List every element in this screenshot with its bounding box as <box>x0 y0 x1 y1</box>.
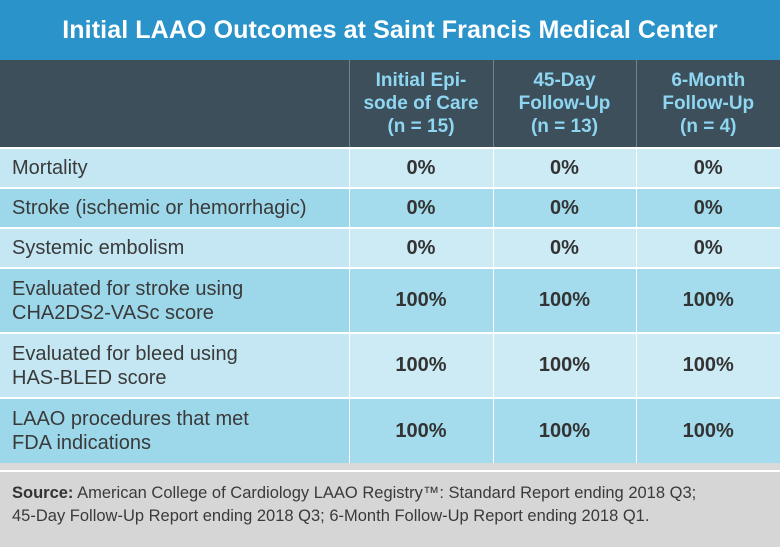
value-cell: 0% <box>635 227 780 268</box>
source-note: Source: American College of Cardiology L… <box>0 472 780 547</box>
value-cell: 0% <box>492 227 636 268</box>
value-cell: 0% <box>635 147 780 188</box>
source-text: American College of Cardiology LAAO Regi… <box>77 484 697 502</box>
source-line-1: Source: American College of Cardiology L… <box>12 482 768 505</box>
value-cell: 0% <box>492 187 636 228</box>
column-header-line: 45-Day <box>533 70 596 91</box>
value-cell: 0% <box>492 147 636 188</box>
column-header-n: (n = 13) <box>530 116 599 137</box>
column-header-n: (n = 4) <box>680 116 737 137</box>
row-label-line: Evaluated for stroke using <box>12 277 244 300</box>
table-row-fda-indications: LAAO procedures that met FDA indications… <box>0 397 780 463</box>
row-label: LAAO procedures that met FDA indications <box>0 397 349 463</box>
header-blank-cell <box>0 60 349 148</box>
column-header-45-day: 45-Day Follow-Up (n = 13) <box>492 60 636 148</box>
row-label-line: FDA indications <box>12 432 151 454</box>
row-label-line: HAS-BLED score <box>12 366 167 389</box>
column-header-line: 6-Month <box>671 70 746 91</box>
table-row-bleed-evaluation: Evaluated for bleed using HAS-BLED score… <box>0 332 780 398</box>
value-cell: 100% <box>492 332 636 398</box>
value-cell: 0% <box>348 227 493 268</box>
value-cell: 0% <box>348 187 493 228</box>
table-title: Initial LAAO Outcomes at Saint Francis M… <box>0 0 780 60</box>
row-label: Stroke (ischemic or hemorrhagic) <box>0 187 349 228</box>
column-header-line: sode of Care <box>363 93 479 114</box>
column-header-initial-episode: Initial Epi- sode of Care (n = 15) <box>348 60 493 148</box>
row-label-line: LAAO procedures that met <box>12 408 249 430</box>
footer-divider <box>0 470 780 472</box>
column-header-line: Initial Epi- <box>375 70 467 91</box>
value-cell: 0% <box>348 147 493 188</box>
table-row-stroke-evaluation: Evaluated for stroke using CHA2DS2-VASc … <box>0 267 780 333</box>
column-header-6-month: 6-Month Follow-Up (n = 4) <box>635 60 780 148</box>
value-cell: 0% <box>635 187 780 228</box>
row-label: Evaluated for bleed using HAS-BLED score <box>0 332 349 398</box>
row-label-line: Evaluated for bleed using <box>12 342 238 365</box>
value-cell: 100% <box>635 332 780 398</box>
column-header-n: (n = 15) <box>387 116 455 137</box>
value-cell: 100% <box>492 267 636 333</box>
value-cell: 100% <box>348 397 493 463</box>
column-header-line: Follow-Up <box>518 93 611 114</box>
table-row-stroke: Stroke (ischemic or hemorrhagic) 0% 0% 0… <box>0 187 780 228</box>
row-label-line: CHA2DS2-VASc score <box>12 301 214 324</box>
value-cell: 100% <box>635 397 780 463</box>
row-label: Mortality <box>0 147 349 188</box>
value-cell: 100% <box>348 267 493 333</box>
value-cell: 100% <box>492 397 636 463</box>
value-cell: 100% <box>635 267 780 333</box>
row-label: Evaluated for stroke using CHA2DS2-VASc … <box>0 267 349 333</box>
row-label: Systemic embolism <box>0 227 349 268</box>
table-row-mortality: Mortality 0% 0% 0% <box>0 147 780 188</box>
header-row: Initial Epi- sode of Care (n = 15) 45-Da… <box>0 60 780 148</box>
value-cell: 100% <box>348 332 493 398</box>
table-row-systemic-embolism: Systemic embolism 0% 0% 0% <box>0 227 780 268</box>
column-header-line: Follow-Up <box>662 93 755 114</box>
source-line-2: 45-Day Follow-Up Report ending 2018 Q3; … <box>12 507 650 525</box>
outcomes-table: Initial Epi- sode of Care (n = 15) 45-Da… <box>0 60 780 463</box>
source-label: Source: <box>12 484 74 502</box>
